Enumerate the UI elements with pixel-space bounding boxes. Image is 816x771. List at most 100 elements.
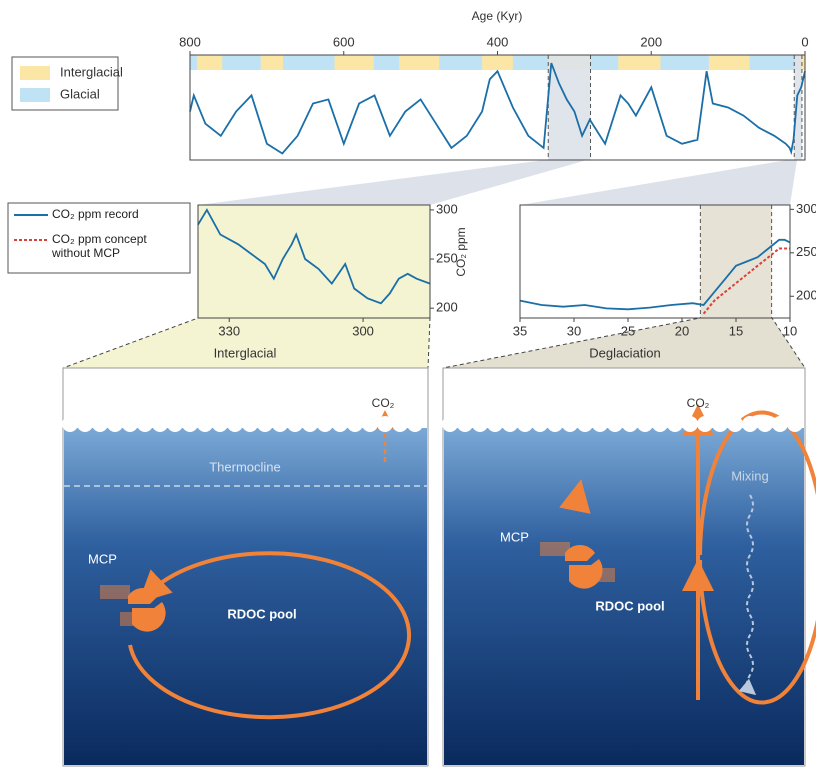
wave <box>152 416 168 432</box>
x-axis-label: Age (Kyr) <box>472 9 523 23</box>
wave <box>742 416 758 432</box>
data-line <box>197 208 431 305</box>
x-tick-label: 15 <box>729 323 743 338</box>
co2-label: CO₂ <box>687 396 710 410</box>
x-tick-label: 400 <box>487 34 509 49</box>
wave <box>577 416 593 432</box>
wave <box>562 416 578 432</box>
x-tick-label: 0 <box>801 34 808 49</box>
wave <box>332 416 348 432</box>
mcp-pump <box>100 585 166 632</box>
wave <box>787 416 803 432</box>
wave <box>457 416 473 432</box>
y-tick-label: 200 <box>796 288 816 303</box>
pool-label: RDOC pool <box>227 606 296 621</box>
mcp-label: MCP <box>500 529 529 544</box>
legend-swatch <box>20 66 50 80</box>
wave <box>92 416 108 432</box>
mixing-line <box>738 494 757 696</box>
wave <box>502 416 518 432</box>
line-legend <box>7 202 191 274</box>
zoom-connector <box>198 160 587 205</box>
mixing-label: Mixing <box>731 468 769 483</box>
wave <box>242 416 258 432</box>
wave <box>302 416 318 432</box>
arrow-head <box>559 479 591 514</box>
wave <box>697 416 713 432</box>
wave <box>377 416 393 432</box>
legend-label: CO₂ ppm record <box>52 207 139 221</box>
wave <box>107 416 123 432</box>
legend-label: CO₂ ppm concept without MCP <box>52 232 147 260</box>
data-line <box>702 247 790 315</box>
zoom-connector <box>520 160 797 205</box>
wave <box>487 416 503 432</box>
interglacial-band <box>334 55 374 70</box>
ocean <box>444 428 804 765</box>
x-tick-label: 600 <box>333 34 355 49</box>
interglacial-band <box>260 55 284 70</box>
panel-title: Deglaciation <box>589 345 661 360</box>
wave <box>227 416 243 432</box>
highlight-region <box>700 205 772 318</box>
wave <box>682 416 698 432</box>
mcp-pump <box>540 542 615 589</box>
legend-label: Interglacial <box>60 64 123 79</box>
x-tick-label: 200 <box>640 34 662 49</box>
wave <box>197 416 213 432</box>
wave <box>727 416 743 432</box>
y-axis-label: CO₂ ppm <box>454 227 468 276</box>
legend-label: Glacial <box>60 86 100 101</box>
interglacial-band <box>399 55 440 70</box>
x-tick-label: 10 <box>783 323 797 338</box>
wave <box>392 416 408 432</box>
carbon-cycle-arrow <box>128 551 411 720</box>
panel-connector <box>62 317 431 369</box>
y-tick-label: 250 <box>796 244 816 259</box>
wave <box>77 416 93 432</box>
wave <box>407 416 423 432</box>
wave <box>272 416 288 432</box>
diagram: CO₂ Interglacial Thermocline MCP RDOC pool De… <box>62 345 816 767</box>
legend-swatch <box>20 88 50 102</box>
wave <box>532 416 548 432</box>
wave <box>712 416 728 432</box>
y-tick-label: 300 <box>796 201 816 216</box>
interglacial-band <box>618 55 661 70</box>
interglacial-band <box>482 55 513 70</box>
panel-connector <box>442 317 806 369</box>
y-tick-label: 300 <box>436 201 458 216</box>
wave <box>637 416 653 432</box>
plot-frame <box>197 204 431 319</box>
x-tick-label: 20 <box>675 323 689 338</box>
wave <box>517 416 533 432</box>
x-tick-label: 35 <box>513 323 527 338</box>
x-tick-label: 25 <box>621 323 635 338</box>
wave <box>652 416 668 432</box>
wave <box>182 416 198 432</box>
wave <box>212 416 228 432</box>
wave <box>442 416 458 432</box>
wave <box>472 416 488 432</box>
zoom-background <box>198 205 430 318</box>
x-tick-label: 30 <box>567 323 581 338</box>
carbon-cycle-arrow <box>698 410 816 705</box>
y-tick-label: 200 <box>436 300 458 315</box>
data-line <box>189 62 806 156</box>
x-tick-label: 300 <box>352 323 374 338</box>
wave <box>547 416 563 432</box>
x-tick-label: 330 <box>218 323 240 338</box>
co2-label: CO₂ <box>372 396 395 410</box>
interglacial-band <box>196 55 223 70</box>
wave <box>772 416 788 432</box>
pool-label: RDOC pool <box>595 598 664 613</box>
wave <box>287 416 303 432</box>
data-line <box>519 238 791 311</box>
mcp-label: MCP <box>88 551 117 566</box>
wave <box>667 416 683 432</box>
wave <box>317 416 333 432</box>
wave <box>347 416 363 432</box>
wave <box>607 416 623 432</box>
panel-title: Interglacial <box>214 345 277 360</box>
